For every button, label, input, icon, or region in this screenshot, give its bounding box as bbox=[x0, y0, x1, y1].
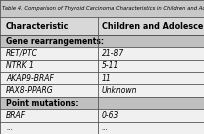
Text: 5-11: 5-11 bbox=[102, 61, 119, 70]
Text: Table 4. Comparison of Thyroid Carcinoma Characteristics in Children and Adolesc: Table 4. Comparison of Thyroid Carcinoma… bbox=[2, 6, 204, 11]
Text: PAX8-PPARG: PAX8-PPARG bbox=[6, 86, 54, 95]
Text: Children and Adolescents: Children and Adolescents bbox=[102, 22, 204, 31]
Text: ...: ... bbox=[6, 123, 13, 132]
Bar bbox=[0, 0, 204, 17]
Bar bbox=[0, 72, 204, 84]
Text: 11: 11 bbox=[102, 74, 112, 83]
Bar bbox=[0, 84, 204, 97]
Bar bbox=[0, 122, 204, 134]
Text: Unknown: Unknown bbox=[102, 86, 137, 95]
Text: ...: ... bbox=[102, 123, 109, 132]
Bar bbox=[0, 35, 204, 47]
Bar bbox=[0, 47, 204, 60]
Text: BRAF: BRAF bbox=[6, 111, 26, 120]
Text: Point mutations:: Point mutations: bbox=[6, 98, 79, 107]
Bar bbox=[0, 17, 204, 35]
Text: 0-63: 0-63 bbox=[102, 111, 119, 120]
Text: AKAP9-BRAF: AKAP9-BRAF bbox=[6, 74, 54, 83]
Text: Gene rearrangements:: Gene rearrangements: bbox=[6, 37, 104, 46]
Bar bbox=[0, 60, 204, 72]
Text: RET/PTC: RET/PTC bbox=[6, 49, 38, 58]
Text: Characteristic: Characteristic bbox=[6, 22, 70, 31]
Text: 21-87: 21-87 bbox=[102, 49, 124, 58]
Bar bbox=[0, 109, 204, 122]
Text: NTRK 1: NTRK 1 bbox=[6, 61, 34, 70]
Bar bbox=[0, 97, 204, 109]
